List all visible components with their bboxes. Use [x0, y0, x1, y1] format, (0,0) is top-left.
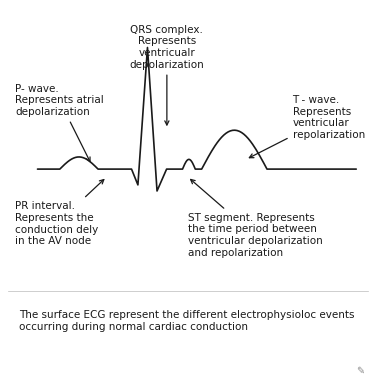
- Text: QRS complex.
Represents
ventricualr
depolarization: QRS complex. Represents ventricualr depo…: [129, 25, 204, 125]
- Text: ST segment. Represents
the time period between
ventricular depolarization
and re: ST segment. Represents the time period b…: [188, 179, 322, 258]
- Text: PR interval.
Represents the
conduction dely
in the AV node: PR interval. Represents the conduction d…: [15, 180, 104, 246]
- Text: ✎: ✎: [356, 366, 364, 376]
- Text: P- wave.
Represents atrial
depolarization: P- wave. Represents atrial depolarizatio…: [15, 84, 104, 162]
- Text: The surface ECG represent the different electrophysioloc events
occurring during: The surface ECG represent the different …: [19, 310, 354, 332]
- Text: T - wave.
Represents
ventricular
repolarization: T - wave. Represents ventricular repolar…: [249, 95, 365, 158]
